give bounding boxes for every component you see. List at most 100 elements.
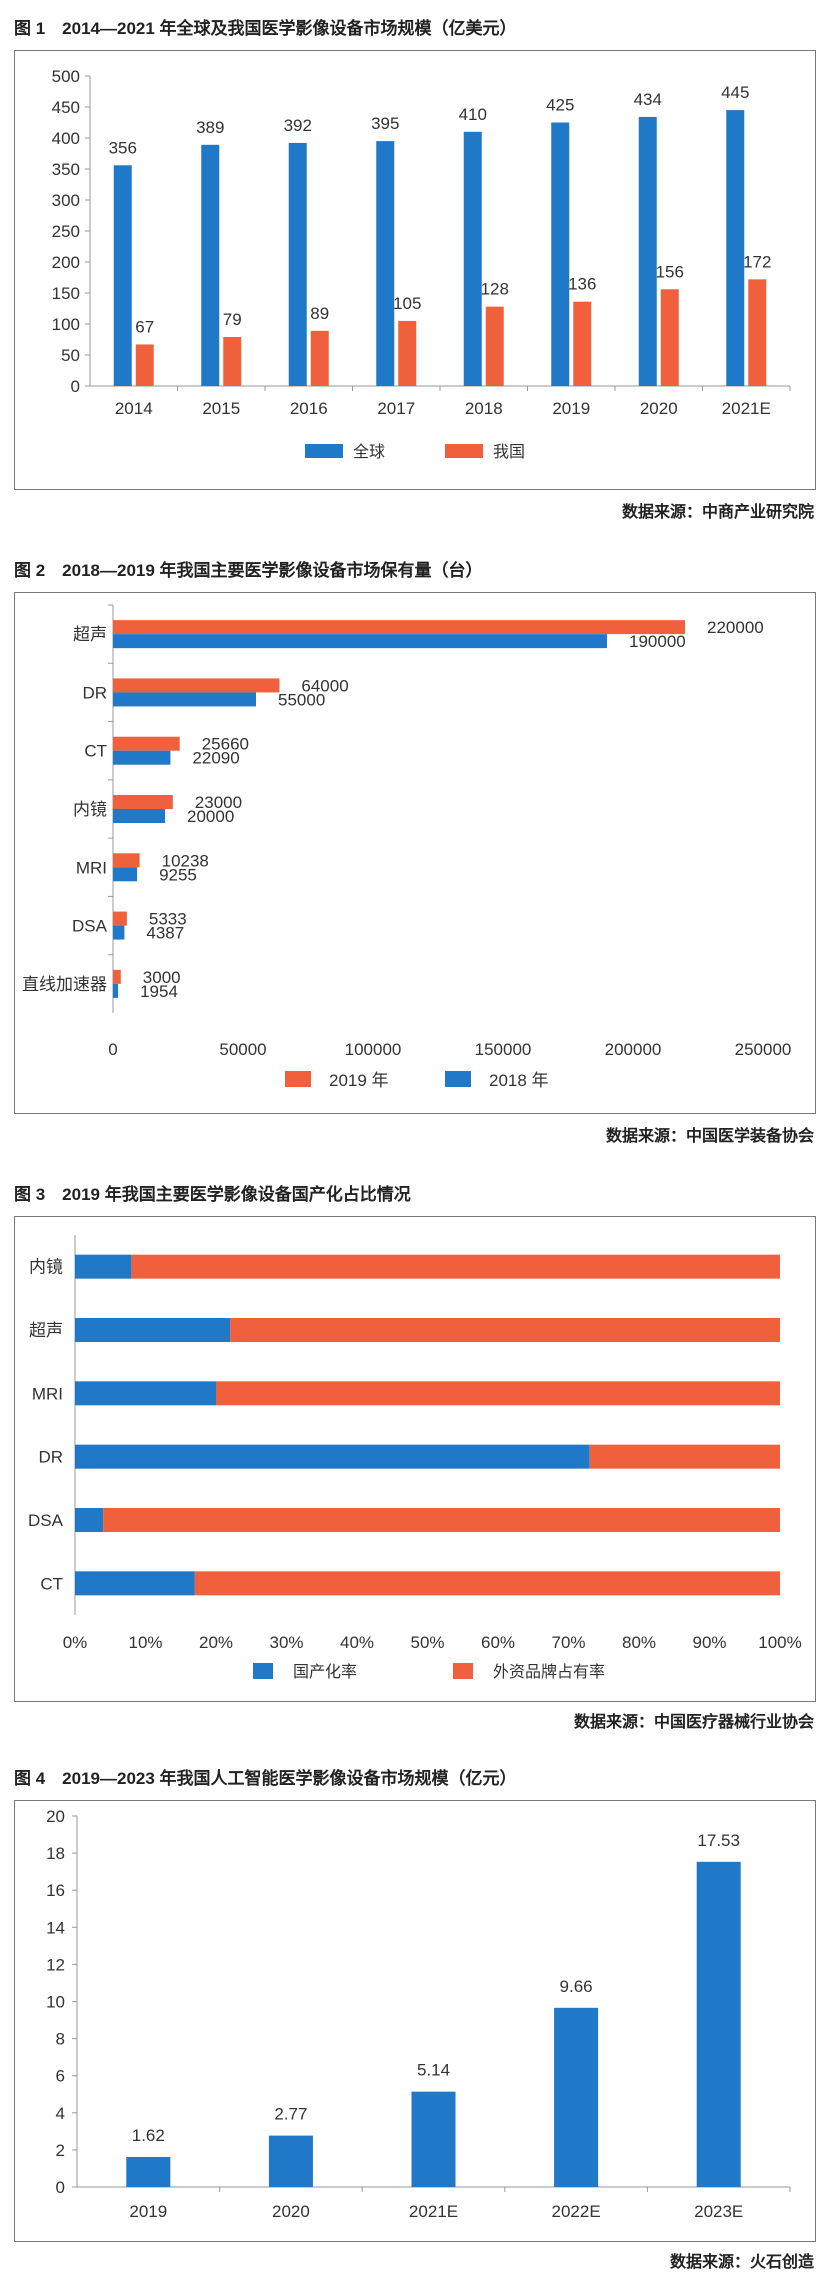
- y-tick-label: 0: [56, 2178, 65, 2197]
- bar-china: [748, 279, 767, 386]
- figure4-caption: 图 4 2019—2023 年我国人工智能医学影像设备市场规模（亿元）: [14, 1769, 517, 1788]
- x-tick-label: 100%: [758, 1633, 801, 1652]
- data-label: 5333: [149, 910, 187, 929]
- figure2-svg: 0 50000 100000 150000 200000 250000 超声 220000 19…: [22, 604, 792, 1090]
- figure4-source: 数据来源：火石创造: [669, 2254, 814, 2271]
- bar-china: [485, 306, 504, 386]
- figure1-svg: 0 50 100 150 200 250 300 350 400 450 500 2014 356 67 2…: [52, 67, 791, 461]
- x-tick-label: 0%: [63, 1633, 88, 1652]
- bar-foreign-share: [103, 1508, 780, 1532]
- y-tick-label: 350: [52, 160, 80, 179]
- category-label: MRI: [76, 858, 107, 877]
- data-label: 23000: [195, 793, 242, 812]
- bar-2018: [113, 983, 119, 998]
- bar-domestic-rate: [75, 1508, 104, 1532]
- bar-domestic-rate: [75, 1381, 216, 1406]
- legend-swatch: [453, 1663, 473, 1679]
- data-label: 395: [371, 114, 399, 133]
- data-label: 4387: [146, 924, 184, 943]
- data-label: 89: [310, 304, 329, 323]
- y-tick-label: 100: [52, 315, 80, 334]
- figure1-caption: 图 1 2014—2021 年全球及我国医学影像设备市场规模（亿美元）: [14, 19, 517, 38]
- y-tick-label: 14: [46, 1918, 65, 1937]
- data-label: 9255: [159, 865, 197, 884]
- data-label: 25660: [202, 735, 249, 754]
- data-label: 392: [284, 116, 312, 135]
- data-label: 55000: [278, 690, 325, 709]
- bar-china: [223, 337, 242, 386]
- figure1-source: 数据来源：中商产业研究院: [621, 504, 814, 521]
- category-label: CT: [40, 1574, 63, 1593]
- bar-china: [573, 301, 592, 386]
- data-label: 22090: [192, 749, 239, 768]
- bar-domestic-rate: [75, 1444, 590, 1469]
- legend-swatch: [445, 444, 483, 458]
- figure3-caption: 图 3 2019 年我国主要医学影像设备国产化占比情况: [14, 1185, 411, 1204]
- data-label: 67: [135, 317, 154, 336]
- bar: [268, 2135, 313, 2187]
- x-tick-label: 2021E: [722, 399, 771, 418]
- legend-label: 2018 年: [489, 1071, 549, 1090]
- x-tick-label: 2020: [640, 399, 678, 418]
- figure2-caption: 图 2 2018—2019 年我国主要医学影像设备市场保有量（台）: [14, 561, 483, 580]
- data-label: 434: [634, 90, 662, 109]
- bar-2018: [113, 750, 171, 765]
- x-tick-label: 2018: [465, 399, 503, 418]
- legend-label: 国产化率: [293, 1663, 357, 1681]
- legend-swatch: [253, 1663, 273, 1679]
- category-label: CT: [84, 742, 107, 761]
- legend-label: 2019 年: [329, 1071, 389, 1090]
- data-label: 220000: [707, 618, 764, 637]
- bar-china: [135, 344, 154, 386]
- bar-foreign-share: [589, 1444, 780, 1469]
- y-tick-label: 6: [56, 2067, 65, 2086]
- bar-2019: [113, 911, 127, 926]
- y-tick-label: 50: [61, 346, 80, 365]
- y-tick-label: 8: [56, 2030, 65, 2049]
- x-tick-label: 80%: [622, 1633, 656, 1652]
- bar-2018: [113, 692, 256, 707]
- bar-2018: [113, 867, 138, 882]
- bar-global: [638, 116, 657, 387]
- category-label: MRI: [32, 1384, 63, 1403]
- data-label: 128: [481, 280, 509, 299]
- y-tick-label: 4: [56, 2104, 65, 2123]
- bar-domestic-rate: [75, 1318, 231, 1342]
- bar-2019: [113, 620, 685, 635]
- x-tick-label: 20%: [199, 1633, 233, 1652]
- x-tick-label: 60%: [481, 1633, 515, 1652]
- y-tick-label: 18: [46, 1844, 65, 1863]
- x-tick-label: 30%: [269, 1633, 303, 1652]
- data-label: 9.66: [560, 1977, 593, 1996]
- bar: [696, 1861, 741, 2187]
- bar-foreign-share: [131, 1254, 780, 1279]
- y-tick-label: 300: [52, 191, 80, 210]
- bar: [411, 2091, 456, 2187]
- category-label: 直线加速器: [22, 975, 107, 994]
- bar-foreign-share: [194, 1571, 781, 1596]
- category-label: 内镜: [29, 1258, 63, 1277]
- x-tick-label: 90%: [692, 1633, 726, 1652]
- category-label: 超声: [73, 625, 107, 644]
- x-tick-label: 250000: [735, 1040, 792, 1059]
- legend-label: 外资品牌占有率: [493, 1663, 605, 1681]
- y-tick-label: 450: [52, 98, 80, 117]
- category-label: 超声: [29, 1321, 63, 1340]
- x-tick-label: 150000: [475, 1040, 532, 1059]
- x-tick-label: 2023E: [694, 2202, 743, 2221]
- bar-global: [376, 141, 395, 386]
- bar-2019: [113, 795, 173, 809]
- y-tick-label: 20: [46, 1807, 65, 1826]
- bar-2018: [113, 634, 607, 649]
- bar: [126, 2156, 171, 2187]
- x-tick-label: 40%: [340, 1633, 374, 1652]
- figure2-source: 数据来源：中国医学装备协会: [605, 1128, 814, 1145]
- x-tick-label: 2022E: [552, 2202, 601, 2221]
- x-tick-label: 2014: [115, 399, 153, 418]
- bar-2018: [113, 809, 165, 823]
- y-tick-label: 2: [56, 2141, 65, 2160]
- legend-label: 我国: [493, 443, 525, 461]
- bar-2019: [113, 736, 180, 751]
- data-label: 105: [393, 294, 421, 313]
